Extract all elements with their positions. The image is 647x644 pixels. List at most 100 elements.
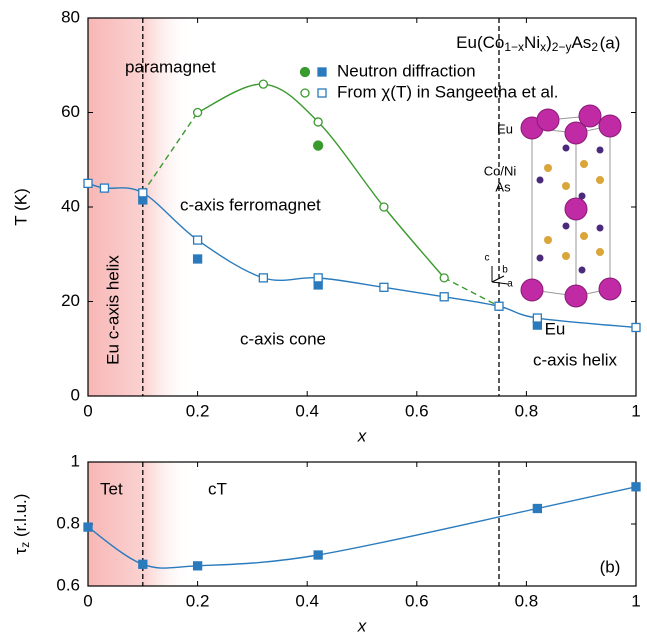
data-point — [317, 67, 327, 77]
data-point — [192, 235, 203, 245]
extrapolation — [443, 277, 500, 307]
data-point — [192, 254, 203, 264]
data-point — [439, 292, 449, 302]
data-point — [631, 322, 641, 333]
y-tick-label: 60 — [61, 102, 80, 121]
y-tick-label: 1 — [71, 451, 80, 470]
atom-as — [578, 192, 586, 200]
y-tick-label: 0.6 — [56, 575, 80, 594]
atom-as — [562, 222, 570, 230]
inset-label: c — [485, 253, 490, 264]
x-tick-label: 0.4 — [295, 591, 319, 610]
atom-eu — [598, 114, 622, 138]
data-point — [258, 79, 269, 89]
atom-eu — [564, 284, 588, 308]
atom-as — [596, 146, 604, 154]
atom-co-ni — [544, 164, 552, 172]
legend-label: From χ(T) in Sangeetha et al. — [337, 82, 559, 101]
y-tick-label: 20 — [61, 291, 80, 310]
shaded-region — [88, 18, 193, 396]
y-label-part: (r.l.u.) — [11, 494, 30, 542]
atom-co-ni — [562, 252, 570, 260]
data-point — [83, 178, 93, 189]
x-tick-label: 0.2 — [186, 591, 210, 610]
data-point — [313, 117, 323, 127]
atom-as — [562, 144, 570, 152]
x-tick-label: 1 — [631, 401, 640, 420]
atom-co-ni — [596, 176, 604, 184]
inset-label: Co/Ni — [484, 163, 517, 178]
data-point — [313, 550, 323, 560]
data-point — [138, 559, 148, 569]
panel-label: (a) — [600, 33, 621, 52]
atom-eu — [564, 197, 588, 221]
data-point — [313, 273, 323, 283]
data-point — [258, 273, 269, 283]
inset-label: a — [507, 279, 513, 290]
plot-frame — [87, 17, 637, 397]
data-point — [379, 282, 389, 292]
annotation: Eu — [545, 319, 566, 338]
x-tick-label: 0.2 — [186, 401, 210, 420]
atom-co-ni — [580, 232, 588, 240]
atom-co-ni — [580, 160, 588, 168]
atom-eu — [578, 104, 602, 128]
y-tick-label: 0 — [71, 385, 80, 404]
atom-eu — [520, 278, 544, 302]
data-point — [532, 313, 543, 323]
data-point — [99, 183, 110, 193]
x-tick-label: 0.4 — [295, 401, 319, 420]
annotation: paramagnet — [125, 57, 216, 76]
x-tick-label: 0.6 — [405, 591, 429, 610]
data-point — [317, 88, 327, 98]
formula-part: Ni — [524, 33, 540, 52]
x-tick-label: 0 — [83, 591, 92, 610]
x-tick-label: 1 — [631, 591, 640, 610]
y-label-part: τ — [11, 547, 30, 554]
data-point — [379, 202, 389, 212]
atom-eu — [564, 121, 588, 145]
data-point — [299, 66, 311, 78]
data-point — [313, 140, 324, 151]
data-point — [532, 503, 543, 514]
formula-part: ) — [546, 33, 552, 52]
annotation: Tet — [100, 479, 123, 498]
formula-part: 2−y — [552, 40, 572, 54]
data-point — [631, 482, 641, 492]
y-axis-label: τz (r.l.u.) — [11, 494, 32, 555]
x-tick-label: 0 — [83, 401, 92, 420]
formula: Eu(Co1−xNix)2−yAs2 — [456, 33, 598, 54]
data-point — [300, 88, 310, 98]
data-point — [494, 301, 504, 311]
y-tick-label: 0.8 — [56, 513, 80, 532]
annotation: c-axis cone — [240, 329, 326, 348]
atom-as — [578, 266, 586, 274]
x-tick-label: 0.6 — [405, 401, 429, 420]
formula-part: 2 — [591, 40, 598, 54]
data-point — [83, 522, 93, 532]
formula-part: x — [540, 40, 546, 54]
y-label-part: z — [18, 542, 32, 548]
atom-as — [536, 254, 544, 262]
x-tick-label: 0.8 — [515, 591, 539, 610]
data-point — [192, 561, 203, 571]
atom-co-ni — [562, 182, 570, 190]
x-tick-label: 0.8 — [515, 401, 539, 420]
x-axis-label: x — [357, 426, 367, 445]
extrapolation — [142, 112, 199, 194]
data-point — [192, 107, 203, 118]
atom-eu — [536, 108, 560, 132]
legend-label: Neutron diffraction — [337, 61, 476, 80]
atom-eu — [598, 277, 622, 301]
atom-as — [536, 176, 544, 184]
panel-label: (b) — [600, 557, 621, 576]
x-axis-label: x — [357, 616, 367, 635]
atom-co-ni — [544, 236, 552, 244]
annotation: c-axis ferromagnet — [180, 195, 321, 214]
annotation: Eu c-axis helix — [103, 255, 122, 365]
atom-as — [596, 224, 604, 232]
fit-curve — [197, 83, 445, 279]
inset-label: Eu — [497, 121, 513, 136]
